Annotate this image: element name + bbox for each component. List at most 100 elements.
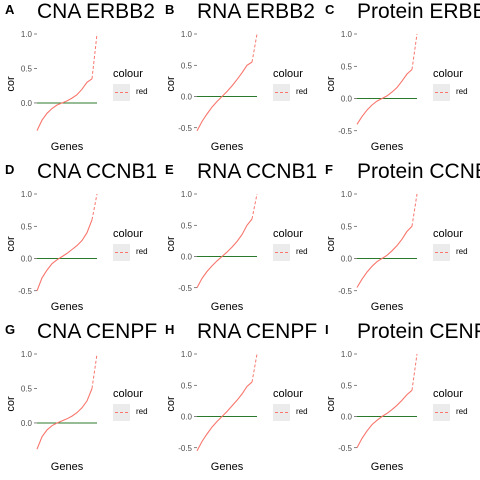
x-axis-label: Genes [51,141,84,153]
chart-panel-i: cor -0.5 0.0 0.5 1.0 Genes Protein CENPF Icolou… [320,320,480,480]
legend-key [113,84,130,101]
y-tick-label: 0.5 [181,221,193,230]
panel-title: Protein ERBB2 [357,0,480,23]
chart-panel-c: cor -0.5 0.0 0.5 1.0 Genes Protein ERBB2 Ccolou… [320,0,480,160]
correlation-curve [196,61,253,132]
y-tick-label: 0.5 [181,61,193,70]
panel-title: RNA ERBB2 [197,0,315,23]
y-tick-label: 1.0 [181,190,193,199]
y-tick-label: -0.5 [178,124,192,133]
x-axis-label: Genes [371,141,404,153]
legend-title: colour [273,68,303,80]
chart-plot: cor -0.5 0.0 0.5 1.0 Genes [5,190,98,313]
legend-key [273,84,290,101]
panel-title: RNA CENPF [197,320,318,343]
y-tick-label: -0.5 [338,127,352,136]
chart-plot: cor -0.5 0.0 0.5 1.0 Genes [325,30,418,153]
correlation-curve-tail [251,33,258,63]
correlation-curve-tail [411,33,418,70]
legend-key [113,404,130,421]
panel-title: Protein CENPF [357,320,480,343]
correlation-curve [36,78,93,131]
legend-title: colour [113,228,143,240]
y-tick-label: 1.0 [181,30,193,39]
legend-key [273,404,290,421]
panel-title: CNA CENPF [37,320,158,343]
y-axis-label: cor [165,396,177,412]
correlation-curve-tail [251,353,258,383]
panel-title: RNA CCNB1 [197,160,318,183]
y-tick-label: -0.5 [338,444,352,453]
y-axis-label: cor [5,396,17,412]
y-axis-label: cor [5,236,17,252]
y-axis-label: cor [5,76,17,92]
y-tick-label: 1.0 [181,350,193,359]
y-tick-label: 0.5 [21,222,33,231]
panel-letter: H [165,322,175,337]
x-axis-label: Genes [371,301,404,313]
correlation-curve [196,218,253,289]
y-tick-label: 0.0 [181,413,193,422]
y-tick-label: 0.5 [21,384,33,393]
legend-title: colour [433,228,463,240]
legend-key [273,244,290,261]
y-tick-label: 1.0 [341,350,353,359]
chart-plot: cor -0.5 0.0 0.5 1.0 Genes [325,190,418,313]
legend-title: colour [433,388,463,400]
correlation-curve-tail [251,193,258,220]
chart-plot: cor 0.0 0.5 1.0 Genes [5,30,98,153]
correlation-curve [356,69,413,125]
legend-title: colour [273,228,303,240]
y-tick-label: -0.5 [18,287,32,296]
y-tick-label: 0.5 [341,381,353,390]
chart-plot: cor -0.5 0.0 0.5 1.0 Genes [325,350,418,473]
x-axis-label: Genes [211,301,244,313]
correlation-curve-tail [91,353,98,389]
correlation-curve [196,381,253,452]
y-tick-label: 0.0 [181,93,193,102]
x-axis-label: Genes [51,301,84,313]
y-tick-label: 0.0 [21,99,33,108]
y-axis-label: cor [325,236,337,252]
correlation-curve [356,389,413,449]
correlation-curve [36,219,93,291]
x-axis-label: Genes [51,461,84,473]
correlation-curve-tail [91,193,98,220]
y-tick-label: 1.0 [341,190,353,199]
legend-key [433,244,450,261]
correlation-curve-tail [91,33,98,79]
legend-key [113,244,130,261]
chart-panel-f: cor -0.5 0.0 0.5 1.0 Genes Protein CCNB1 Fcolou… [320,160,480,320]
panel-title: CNA ERBB2 [37,0,155,23]
legend-title: colour [273,388,303,400]
chart-plot: cor -0.5 0.0 0.5 1.0 Genes [165,30,258,153]
legend-key [433,404,450,421]
chart-plot: cor -0.5 0.0 0.5 1.0 Genes [165,350,258,473]
panel-title: CNA CCNB1 [37,160,158,183]
correlation-curve-tail [411,193,418,227]
legend-title: colour [113,388,143,400]
correlation-curve [356,225,413,288]
y-tick-label: 0.0 [181,253,193,262]
panel-letter: A [5,2,15,17]
correlation-curve [36,388,93,450]
legend-label: red [136,247,148,256]
y-tick-label: 0.5 [341,62,353,71]
y-tick-label: 1.0 [21,350,33,359]
legend-label: red [136,407,148,416]
legend-title: colour [433,68,463,80]
y-tick-label: 0.0 [21,255,33,264]
y-tick-label: -0.5 [338,287,352,296]
y-tick-label: 0.0 [341,95,353,104]
x-axis-label: Genes [211,141,244,153]
legend-key [433,84,450,101]
y-tick-label: 1.0 [21,190,33,199]
y-axis-label: cor [325,396,337,412]
y-axis-label: cor [325,76,337,92]
legend-label: red [136,87,148,96]
x-axis-label: Genes [211,461,244,473]
